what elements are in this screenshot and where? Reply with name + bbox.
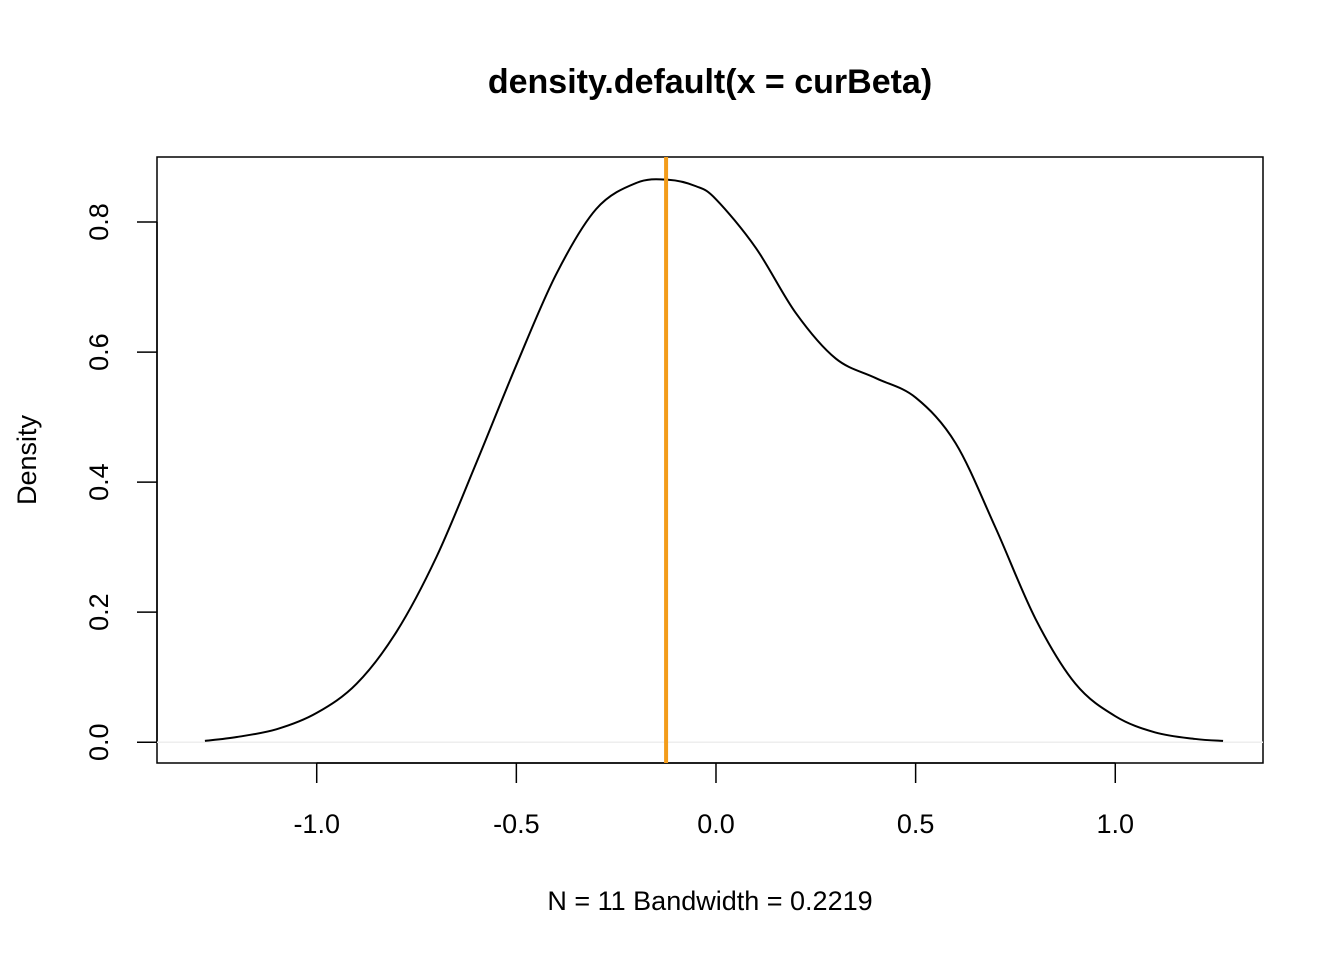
y-tick-label: 0.4 xyxy=(84,463,114,501)
plot-frame xyxy=(156,156,1264,764)
x-tick-label: 0.0 xyxy=(697,809,735,839)
x-tick-label: 1.0 xyxy=(1096,809,1134,839)
x-tick-label: 0.5 xyxy=(897,809,935,839)
x-tick-label: -1.0 xyxy=(293,809,340,839)
x-axis: -1.0 -0.5 0.0 0.5 1.0 xyxy=(293,762,1134,839)
y-axis: 0.0 0.2 0.4 0.6 0.8 xyxy=(84,203,158,761)
chart-title: density.default(x = curBeta) xyxy=(488,63,932,101)
y-tick-label: 0.8 xyxy=(84,203,114,241)
y-tick-label: 0.6 xyxy=(84,333,114,371)
y-tick-label: 0.0 xyxy=(84,723,114,761)
x-axis-label: N = 11 Bandwidth = 0.2219 xyxy=(547,886,872,916)
y-tick-label: 0.2 xyxy=(84,593,114,631)
density-curve xyxy=(204,178,1224,742)
y-axis-label: Density xyxy=(12,414,42,505)
x-tick-label: -0.5 xyxy=(493,809,540,839)
plot-area xyxy=(157,157,1263,763)
